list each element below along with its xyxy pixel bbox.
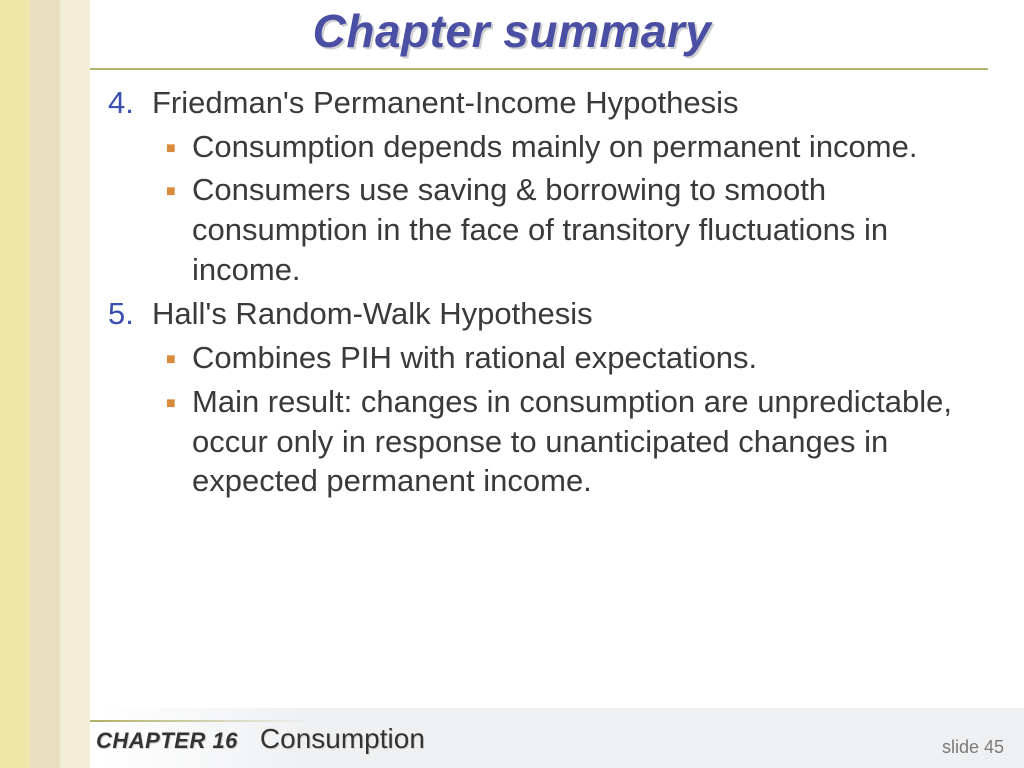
content-area: 4. Friedman's Permanent-Income Hypothesi… [108, 84, 984, 507]
title-area: Chapter summary [0, 4, 1024, 58]
footer: CHAPTER 16 Consumption slide 45 [0, 708, 1024, 768]
item-heading-text: Friedman's Permanent-Income Hypothesis [152, 84, 739, 123]
slide-number: slide 45 [942, 737, 1004, 758]
sub-bullet: ■ Combines PIH with rational expectation… [166, 338, 984, 378]
item-heading-text: Hall's Random-Walk Hypothesis [152, 295, 593, 334]
sub-bullet: ■ Consumption depends mainly on permanen… [166, 127, 984, 167]
list-item: 4. Friedman's Permanent-Income Hypothesi… [108, 84, 984, 289]
sub-bullet-list: ■ Combines PIH with rational expectation… [166, 338, 984, 501]
square-bullet-icon: ■ [166, 139, 192, 159]
sub-bullet-text: Combines PIH with rational expectations. [192, 338, 984, 378]
list-item-heading: 4. Friedman's Permanent-Income Hypothesi… [108, 84, 984, 123]
left-decor-bands [0, 0, 90, 768]
square-bullet-icon: ■ [166, 182, 192, 202]
footer-left: CHAPTER 16 Consumption [96, 723, 425, 755]
item-number: 4. [108, 84, 152, 123]
square-bullet-icon: ■ [166, 350, 192, 370]
slide: Chapter summary 4. Friedman's Permanent-… [0, 0, 1024, 768]
band-2 [30, 0, 60, 768]
chapter-name: Consumption [260, 723, 425, 755]
title-underline [90, 68, 988, 70]
item-number: 5. [108, 295, 152, 334]
chapter-label: CHAPTER 16 [96, 728, 238, 754]
sub-bullet: ■ Main result: changes in consumption ar… [166, 382, 984, 501]
list-item-heading: 5. Hall's Random-Walk Hypothesis [108, 295, 984, 334]
sub-bullet: ■ Consumers use saving & borrowing to sm… [166, 170, 984, 289]
band-1 [0, 0, 30, 768]
sub-bullet-text: Main result: changes in consumption are … [192, 382, 984, 501]
list-item: 5. Hall's Random-Walk Hypothesis ■ Combi… [108, 295, 984, 500]
slide-title: Chapter summary [313, 4, 712, 58]
square-bullet-icon: ■ [166, 394, 192, 414]
sub-bullet-text: Consumers use saving & borrowing to smoo… [192, 170, 984, 289]
sub-bullet-list: ■ Consumption depends mainly on permanen… [166, 127, 984, 290]
sub-bullet-text: Consumption depends mainly on permanent … [192, 127, 984, 167]
band-3 [60, 0, 90, 768]
